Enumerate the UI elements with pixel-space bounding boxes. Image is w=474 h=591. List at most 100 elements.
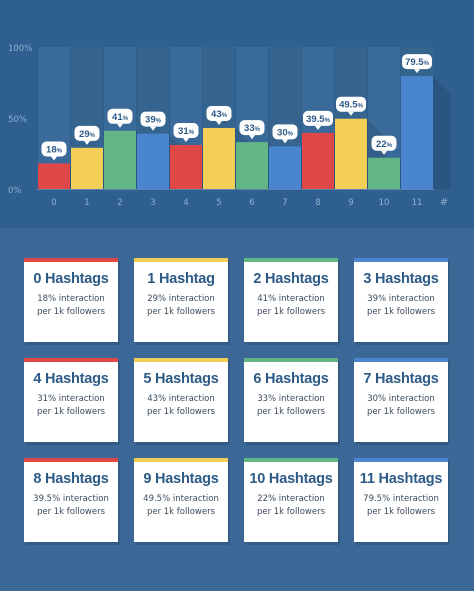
value-label: 41% bbox=[112, 112, 129, 123]
card-5-hashtags: 5 Hashtags 43% interaction per 1k follower… bbox=[134, 358, 228, 442]
value-bubble bbox=[74, 125, 100, 141]
value-bubble bbox=[107, 108, 133, 124]
value-bubble-pointer bbox=[183, 137, 189, 142]
x-tick-label: 9 bbox=[348, 198, 353, 208]
value-bubble bbox=[173, 122, 199, 138]
card-title: 5 Hashtags bbox=[143, 371, 219, 387]
value-bubble bbox=[402, 54, 432, 70]
bar-shadow bbox=[433, 76, 451, 189]
value-bubble-pointer bbox=[315, 125, 321, 130]
card-per-followers: per 1k followers bbox=[36, 307, 106, 317]
card-per-followers: per 1k followers bbox=[366, 407, 436, 417]
x-tick-label: 2 bbox=[117, 198, 122, 208]
card-title: 6 Hashtags bbox=[253, 371, 329, 387]
value-label: 29% bbox=[79, 129, 96, 140]
card-per-followers: per 1k followers bbox=[36, 407, 106, 417]
card-interaction: 39% interaction bbox=[367, 294, 435, 304]
bar-8 bbox=[302, 132, 334, 189]
card-8-hashtags: 8 Hashtags 39.5% interaction per 1k follow… bbox=[24, 458, 118, 542]
bar-11 bbox=[401, 76, 433, 189]
bar-1 bbox=[71, 147, 103, 189]
x-axis-label: # bbox=[440, 197, 448, 208]
value-bubble bbox=[140, 111, 166, 127]
bar-5 bbox=[203, 127, 235, 189]
value-bubble-pointer bbox=[216, 120, 222, 125]
card-title: 10 Hashtags bbox=[249, 471, 333, 487]
value-bubble-pointer bbox=[381, 150, 387, 155]
card-interaction: 79.5% interaction bbox=[363, 494, 439, 504]
value-bubble-pointer bbox=[348, 111, 354, 116]
card-interaction: 31% interaction bbox=[37, 394, 105, 404]
card-per-followers: per 1k followers bbox=[146, 507, 216, 517]
bar-7 bbox=[269, 146, 301, 189]
x-tick-label: 0 bbox=[51, 198, 56, 208]
value-label: 33% bbox=[244, 123, 261, 134]
bar-2 bbox=[104, 130, 136, 189]
card-interaction: 39.5% interaction bbox=[33, 494, 109, 504]
x-tick-label: 10 bbox=[379, 198, 390, 208]
value-label: 18% bbox=[46, 144, 63, 155]
value-bubble-pointer bbox=[414, 69, 420, 74]
value-label: 39.5% bbox=[306, 114, 331, 125]
card-title: 9 Hashtags bbox=[143, 471, 219, 487]
card-interaction: 18% interaction bbox=[37, 294, 105, 304]
value-bubble bbox=[371, 135, 397, 151]
card-per-followers: per 1k followers bbox=[366, 507, 436, 517]
card-4-hashtags: 4 Hashtags 31% interaction per 1k follower… bbox=[24, 358, 118, 442]
card-per-followers: per 1k followers bbox=[36, 507, 106, 517]
value-bubble bbox=[303, 110, 333, 126]
card-title: 1 Hashtag bbox=[147, 271, 215, 287]
card-interaction: 41% interaction bbox=[257, 294, 325, 304]
value-bubble-pointer bbox=[51, 156, 57, 161]
cards-panel: 0 Hashtags 18% interaction per 1k follower… bbox=[0, 228, 474, 591]
card-interaction: 30% interaction bbox=[367, 394, 435, 404]
x-tick-label: 11 bbox=[412, 198, 423, 208]
card-per-followers: per 1k followers bbox=[146, 307, 216, 317]
bar-6 bbox=[236, 142, 268, 189]
x-tick-label: 4 bbox=[183, 198, 188, 208]
value-label: 30% bbox=[277, 127, 294, 138]
y-tick-label: 100% bbox=[8, 44, 32, 54]
value-label: 79.5% bbox=[405, 57, 430, 68]
card-title: 4 Hashtags bbox=[33, 371, 109, 387]
x-tick-label: 7 bbox=[282, 198, 287, 208]
value-bubble bbox=[41, 141, 67, 157]
value-label: 22% bbox=[376, 139, 393, 150]
card-interaction: 43% interaction bbox=[147, 394, 215, 404]
card-7-hashtags: 7 Hashtags 30% interaction per 1k follower… bbox=[354, 358, 448, 442]
bar-3 bbox=[137, 133, 169, 189]
card-title: 2 Hashtags bbox=[253, 271, 329, 287]
card-6-hashtags: 6 Hashtags 33% interaction per 1k follower… bbox=[244, 358, 338, 442]
value-bubble-pointer bbox=[117, 123, 123, 128]
card-title: 8 Hashtags bbox=[33, 471, 109, 487]
card-title: 7 Hashtags bbox=[363, 371, 439, 387]
bar-4 bbox=[170, 144, 202, 189]
card-grid: 0 Hashtags 18% interaction per 1k follower… bbox=[24, 258, 450, 542]
card-0-hashtags: 0 Hashtags 18% interaction per 1k follower… bbox=[24, 258, 118, 342]
card-per-followers: per 1k followers bbox=[146, 407, 216, 417]
bar-chart: 100% 50% 0% 18% 0 29% 1 41% 2 39% 3 31% 4 43% 5 33% 6 30%… bbox=[8, 44, 451, 208]
card-per-followers: per 1k followers bbox=[256, 507, 326, 517]
card-interaction: 49.5% interaction bbox=[143, 494, 219, 504]
x-tick-label: 3 bbox=[150, 198, 155, 208]
value-bubble bbox=[272, 124, 298, 140]
x-tick-label: 5 bbox=[216, 198, 221, 208]
card-interaction: 22% interaction bbox=[257, 494, 325, 504]
card-interaction: 33% interaction bbox=[257, 394, 325, 404]
value-bubble bbox=[336, 96, 366, 112]
card-title: 3 Hashtags bbox=[363, 271, 439, 287]
bar-10 bbox=[368, 157, 400, 189]
card-1-hashtag: 1 Hashtag 29% interaction per 1k followers bbox=[134, 258, 228, 342]
x-tick-label: 1 bbox=[84, 198, 89, 208]
card-per-followers: per 1k followers bbox=[256, 407, 326, 417]
value-bubble-pointer bbox=[282, 139, 288, 144]
card-per-followers: per 1k followers bbox=[256, 307, 326, 317]
value-bubble bbox=[239, 120, 265, 136]
card-per-followers: per 1k followers bbox=[366, 307, 436, 317]
card-2-hashtags: 2 Hashtags 41% interaction per 1k follower… bbox=[244, 258, 338, 342]
chart-panel: 100% 50% 0% 18% 0 29% 1 41% 2 39% 3 31% 4 43% 5 33% 6 30%… bbox=[0, 0, 474, 228]
card-interaction: 29% interaction bbox=[147, 294, 215, 304]
y-tick-label: 0% bbox=[8, 186, 22, 196]
card-title: 0 Hashtags bbox=[33, 271, 109, 287]
value-bubble-pointer bbox=[150, 126, 156, 131]
